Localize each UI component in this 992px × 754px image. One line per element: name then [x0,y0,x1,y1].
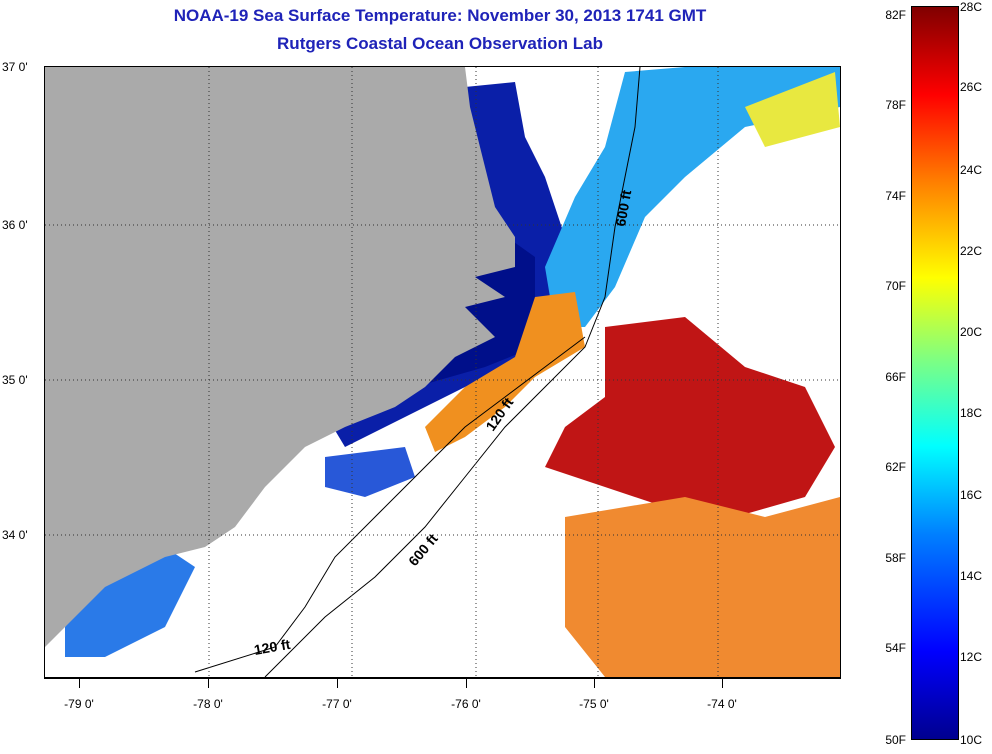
x-axis-line [44,678,841,679]
x-tick [79,678,80,688]
x-tick [337,678,338,688]
colorbar-c-28: 28C [960,0,983,14]
x-tick [208,678,209,688]
map-title: NOAA-19 Sea Surface Temperature: Novembe… [173,6,707,25]
land-mass [45,67,515,647]
colorbar-c-10: 10C [960,733,983,747]
yellow-water-region [745,72,840,147]
colorbar-f-78: 78F [885,98,906,112]
contour-120ft [194,336,586,673]
lon-label-75: -75 0' [579,697,609,711]
temperature-colorbar [911,6,959,740]
gulf-stream-region [545,317,835,517]
lon-label-74: -74 0' [707,697,737,711]
contour-label-120ft-south: 120 ft [253,636,292,658]
colorbar-c-22: 22C [960,244,983,258]
southern-cold-region [65,547,195,657]
southern-warm-region [565,497,840,677]
onslow-cold-region [325,447,415,497]
colorbar-c-20: 20C [960,325,983,339]
colorbar-c-14: 14C [960,569,983,583]
contour-600ft [264,67,641,677]
colorbar-f-62: 62F [885,460,906,474]
colorbar-f-66: 66F [885,370,906,384]
colorbar-f-82: 82F [885,8,906,22]
lat-label-37: 37 0' [2,60,28,74]
colorbar-c-26: 26C [960,80,983,94]
contour-label-600ft-south: 600 ft [405,530,441,569]
lon-label-76: -76 0' [451,697,481,711]
grid-lines [45,67,840,677]
colorbar-c-12: 12C [960,650,983,664]
lat-label-35: 35 0' [2,373,28,387]
colorbar-c-18: 18C [960,406,983,420]
warm-shelf-water-region [425,292,585,452]
colorbar-f-74: 74F [885,189,906,203]
x-tick [466,678,467,688]
colorbar-f-58: 58F [885,551,906,565]
x-tick [594,678,595,688]
map-subtitle: Rutgers Coastal Ocean Observation Lab [277,34,603,53]
lon-label-79: -79 0' [64,697,94,711]
sst-map: 600 ft 120 ft 600 ft 120 ft [44,66,841,678]
lon-label-78: -78 0' [193,697,223,711]
colorbar-f-54: 54F [885,641,906,655]
colorbar-f-50: 50F [885,733,906,747]
lon-label-77: -77 0' [322,697,352,711]
sst-map-graphic: 600 ft 120 ft 600 ft 120 ft [45,67,840,677]
colorbar-f-70: 70F [885,279,906,293]
colorbar-c-24: 24C [960,163,983,177]
colorbar-c-16: 16C [960,488,983,502]
x-tick [722,678,723,688]
contour-label-600ft-north: 600 ft [612,188,634,227]
lat-label-34: 34 0' [2,528,28,542]
mid-temp-water-region [545,67,840,327]
lat-label-36: 36 0' [2,218,28,232]
